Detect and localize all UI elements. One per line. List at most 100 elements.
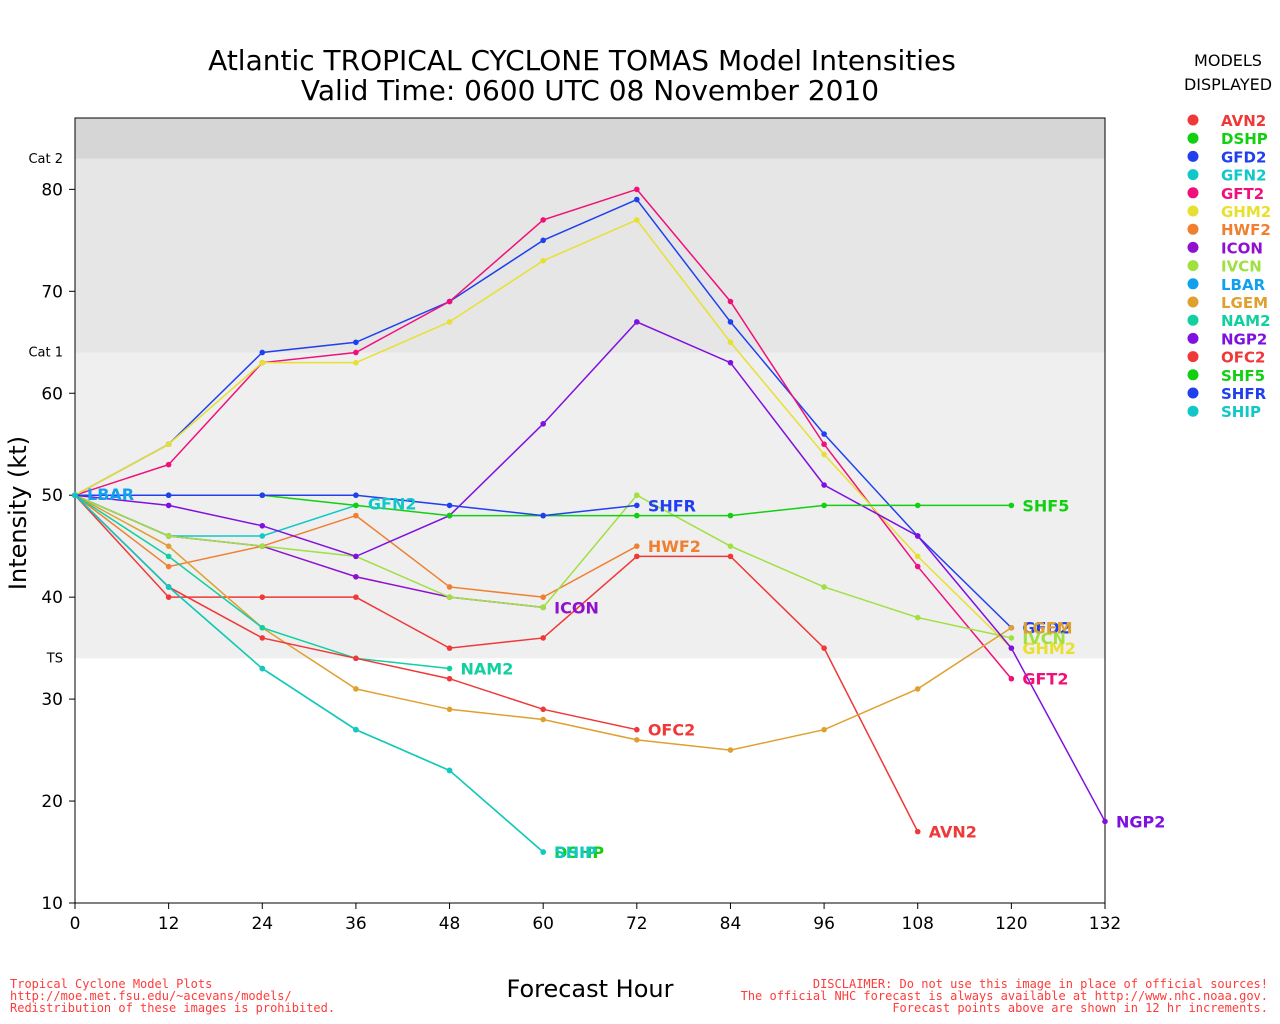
data-point: [165, 502, 172, 509]
y-tick-label: 40: [41, 588, 63, 608]
legend-marker: [1187, 369, 1199, 381]
data-point: [353, 553, 359, 560]
y-tick-label: 60: [41, 384, 63, 404]
x-tick-label: 0: [70, 914, 81, 934]
data-point: [353, 594, 359, 600]
footer-right: DISCLAIMER: Do not use this image in pla…: [741, 977, 1268, 1015]
data-point: [914, 553, 921, 560]
legend-marker: [1187, 205, 1199, 217]
x-tick-label: 12: [158, 914, 180, 934]
data-point: [821, 451, 827, 458]
data-point: [446, 584, 453, 590]
data-point: [353, 573, 359, 580]
data-point: [1008, 502, 1015, 509]
category-label: TS: [46, 651, 63, 666]
legend-marker: [1187, 296, 1199, 308]
y-tick-label: 30: [41, 690, 63, 710]
x-tick-label: 60: [532, 914, 554, 934]
x-tick-label: 36: [345, 914, 367, 934]
x-tick-label: 84: [720, 914, 742, 934]
legend-marker: [1187, 387, 1199, 399]
data-point: [165, 441, 172, 448]
data-point: [259, 349, 266, 356]
data-point: [1102, 818, 1108, 825]
data-point: [540, 849, 546, 855]
legend-item-ghm2: GHM2: [1221, 203, 1271, 221]
footer-left-line-2: http://moe.met.fsu.edu/~acevans/models/: [10, 989, 292, 1003]
data-point: [821, 502, 827, 509]
end-label-lgem: LGEM: [1022, 619, 1072, 638]
data-point: [540, 594, 546, 600]
data-point: [821, 441, 827, 448]
data-point: [165, 543, 172, 549]
legend-item-shf5: SHF5: [1221, 367, 1265, 385]
data-point: [353, 349, 359, 356]
data-point: [821, 645, 827, 651]
legend-item-lbar: LBAR: [1221, 276, 1266, 294]
y-tick-label: 10: [41, 894, 63, 914]
footer-left: Tropical Cyclone Model Plots http://moe.…: [10, 977, 335, 1015]
data-point: [165, 533, 172, 539]
legend-marker: [1187, 278, 1199, 290]
data-point: [446, 645, 453, 651]
data-point: [446, 706, 453, 713]
plot-frame: [74, 117, 1106, 904]
end-label-avn2: AVN2: [929, 823, 977, 842]
end-label-nam2: NAM2: [461, 660, 514, 679]
data-point: [353, 686, 359, 692]
data-point: [540, 635, 546, 641]
series-end-labels: AVN2 DSHP GFD2 GFN2 GFT2 GHM2 HWF2 ICON IVCN LBAR…: [87, 485, 1165, 862]
footer-right-line-2: The official NHC forecast is always avai…: [741, 989, 1268, 1003]
legend-item-gft2: GFT2: [1221, 185, 1264, 203]
end-label-gfd2: GFD2: [1022, 619, 1070, 638]
data-point: [634, 319, 640, 325]
footer-left-line-1: Tropical Cyclone Model Plots: [10, 977, 212, 991]
data-point: [259, 522, 266, 529]
legend-marker: [1187, 241, 1199, 253]
data-point: [540, 421, 546, 427]
data-point: [727, 339, 734, 346]
data-point: [540, 237, 546, 244]
data-point: [821, 431, 827, 437]
data-point: [634, 543, 640, 549]
legend-marker: [1187, 187, 1199, 199]
data-point: [259, 533, 266, 539]
data-point: [165, 594, 172, 600]
data-point: [259, 624, 266, 631]
category-label: Cat 1: [28, 345, 63, 360]
y-tick-label: 50: [41, 486, 63, 506]
data-point: [540, 217, 546, 223]
legend-item-lgem: LGEM: [1221, 294, 1268, 312]
end-label-shf5: SHF5: [1022, 496, 1069, 515]
data-point: [165, 563, 172, 570]
plot-border: [74, 117, 1106, 904]
data-point: [634, 186, 640, 193]
data-point: [540, 257, 546, 264]
data-point: [353, 502, 359, 509]
data-point: [259, 543, 266, 549]
series-lines: [72, 186, 1108, 855]
data-point: [634, 196, 640, 203]
data-point: [165, 461, 172, 468]
end-label-dshp: DSHP: [554, 843, 604, 862]
legend-title-2: DISPLAYED: [1184, 75, 1272, 94]
series-line: [74, 494, 544, 853]
data-point: [914, 686, 921, 692]
data-point: [446, 665, 453, 672]
x-tick-label: 120: [995, 914, 1027, 934]
data-point: [446, 512, 453, 519]
x-tick-label: 48: [439, 914, 461, 934]
data-point: [634, 553, 640, 560]
data-point: [634, 217, 640, 223]
data-point: [165, 492, 172, 499]
data-point: [634, 512, 640, 519]
data-point: [1008, 645, 1015, 651]
legend-title-1: MODELS: [1194, 51, 1262, 70]
x-tick-label: 72: [626, 914, 648, 934]
footer-right-line-1: DISCLAIMER: Do not use this image in pla…: [813, 977, 1268, 991]
data-point: [540, 512, 546, 519]
data-point: [446, 767, 453, 774]
data-point: [914, 563, 921, 570]
series-shfr: [72, 492, 640, 519]
